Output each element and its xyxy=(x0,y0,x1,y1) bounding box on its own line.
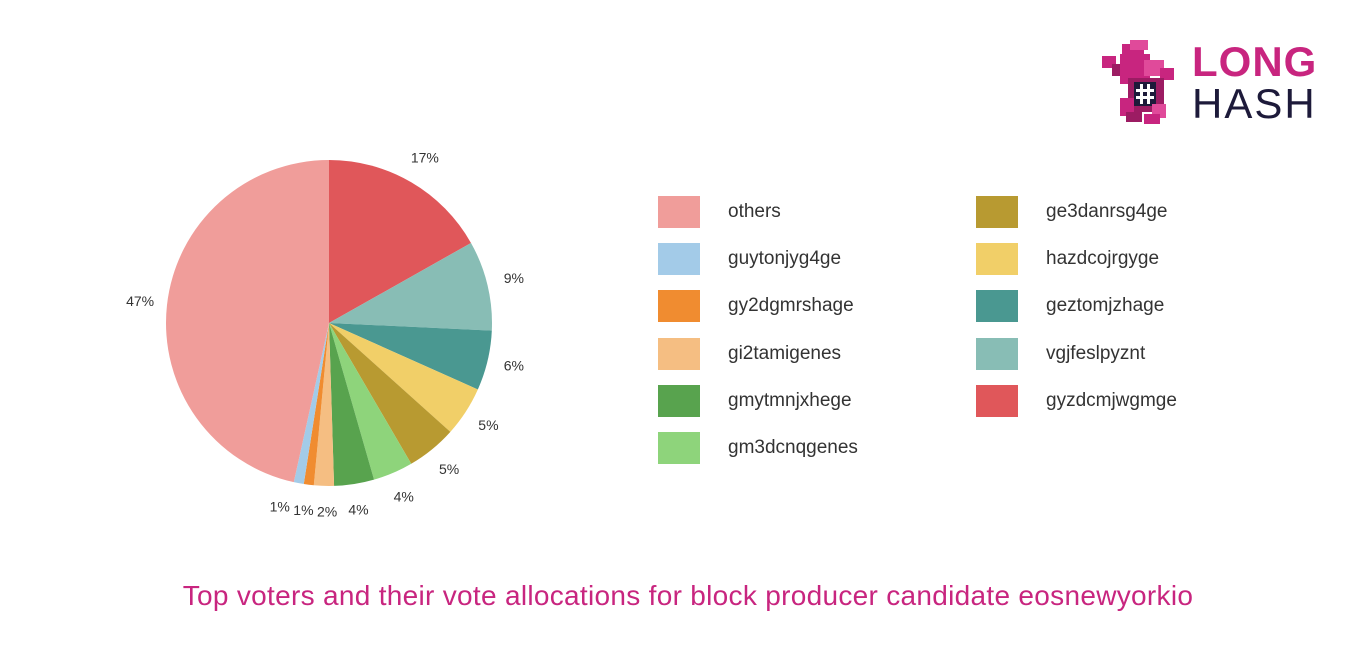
legend-column-left: others guytonjyg4ge gy2dgmrshage gi2tamigen… xyxy=(658,188,976,472)
legend-item-guytonjyg4ge: guytonjyg4ge xyxy=(658,235,976,282)
legend-swatch xyxy=(658,337,700,370)
legend-swatch xyxy=(658,432,700,465)
legend-swatch xyxy=(658,242,700,275)
logo-text-long: LONG xyxy=(1192,38,1318,85)
pie-slice-gyzdcmjwgmge xyxy=(329,160,471,323)
pie-slice-others xyxy=(166,160,329,483)
pie-slice-geztomjzhage xyxy=(329,323,492,390)
legend-label: gy2dgmrshage xyxy=(728,295,854,317)
logo-text-hash: HASH xyxy=(1192,80,1317,127)
pie-slice-gy2dgmrshage xyxy=(303,323,329,486)
legend-label: vgjfeslpyznt xyxy=(1046,342,1146,364)
pixel-dinosaur-hash-icon xyxy=(1102,40,1174,124)
pie-label-gm3dcnqgenes: 4% xyxy=(394,488,414,504)
pie-label-gmytmnjxhege: 4% xyxy=(348,501,368,517)
legend-label: gmytmnjxhege xyxy=(728,389,852,411)
pie-label-gi2tamigenes: 2% xyxy=(317,504,337,520)
legend-label: guytonjyg4ge xyxy=(728,247,842,269)
pie-label-ge3danrsg4ge: 5% xyxy=(439,461,459,477)
pie-slices xyxy=(166,160,492,486)
chart-caption: Top voters and their vote allocations fo… xyxy=(182,580,1194,611)
pie-slice-vgjfeslpyznt xyxy=(329,242,492,331)
legend-item-ge3danrsg4ge: ge3danrsg4ge xyxy=(976,188,1236,235)
legend-label: gi2tamigenes xyxy=(728,342,842,364)
pie-slice-gmytmnjxhege xyxy=(329,323,375,486)
pie-label-vgjfeslpyznt: 9% xyxy=(504,270,524,286)
longhash-logo: LONG HASH xyxy=(1100,38,1330,128)
legend-item-gi2tamigenes: gi2tamigenes xyxy=(658,330,976,377)
legend-item-vgjfeslpyznt: vgjfeslpyznt xyxy=(976,330,1236,377)
pie-label-guytonjyg4ge: 1% xyxy=(270,498,290,514)
legend-item-gm3dcnqgenes: gm3dcnqgenes xyxy=(658,424,976,471)
legend-swatch xyxy=(976,290,1018,323)
legend-label: gm3dcnqgenes xyxy=(728,437,858,459)
pie-slice-gi2tamigenes xyxy=(313,323,335,486)
legend-swatch xyxy=(976,337,1018,370)
legend-label: gyzdcmjwgmge xyxy=(1046,389,1177,411)
pie-label-geztomjzhage: 6% xyxy=(504,358,524,374)
pie-percent-labels: 17%9%6%5%5%4%4%2%1%1%47% xyxy=(126,150,524,520)
legend-label: geztomjzhage xyxy=(1046,295,1165,317)
legend-swatch xyxy=(658,290,700,323)
legend-item-gyzdcmjwgmge: gyzdcmjwgmge xyxy=(976,377,1236,424)
legend-label: ge3danrsg4ge xyxy=(1046,200,1168,222)
pie-slice-ge3danrsg4ge xyxy=(329,323,451,464)
pie-slice-gm3dcnqgenes xyxy=(329,323,412,480)
pie-label-hazdcojrgyge: 5% xyxy=(478,417,498,433)
pie-slice-guytonjyg4ge xyxy=(293,323,329,485)
legend-swatch xyxy=(976,242,1018,275)
pie-slice-hazdcojrgyge xyxy=(329,323,478,432)
legend-item-hazdcojrgyge: hazdcojrgyge xyxy=(976,235,1236,282)
chart-legend: others guytonjyg4ge gy2dgmrshage gi2tamigen… xyxy=(658,188,1236,472)
legend-swatch xyxy=(658,384,700,417)
legend-label: others xyxy=(728,200,781,222)
legend-swatch xyxy=(658,195,700,228)
legend-item-others: others xyxy=(658,188,976,235)
legend-swatch xyxy=(976,195,1018,228)
legend-item-gmytmnjxhege: gmytmnjxhege xyxy=(658,377,976,424)
pie-label-others: 47% xyxy=(126,293,154,309)
pie-label-gy2dgmrshage: 1% xyxy=(293,502,313,518)
legend-label: hazdcojrgyge xyxy=(1046,247,1160,269)
legend-column-right: ge3danrsg4ge hazdcojrgyge geztomjzhage vgjf… xyxy=(976,188,1236,472)
legend-item-gy2dgmrshage: gy2dgmrshage xyxy=(658,283,976,330)
pie-label-gyzdcmjwgmge: 17% xyxy=(411,150,439,166)
legend-swatch xyxy=(976,384,1018,417)
legend-item-geztomjzhage: geztomjzhage xyxy=(976,283,1236,330)
